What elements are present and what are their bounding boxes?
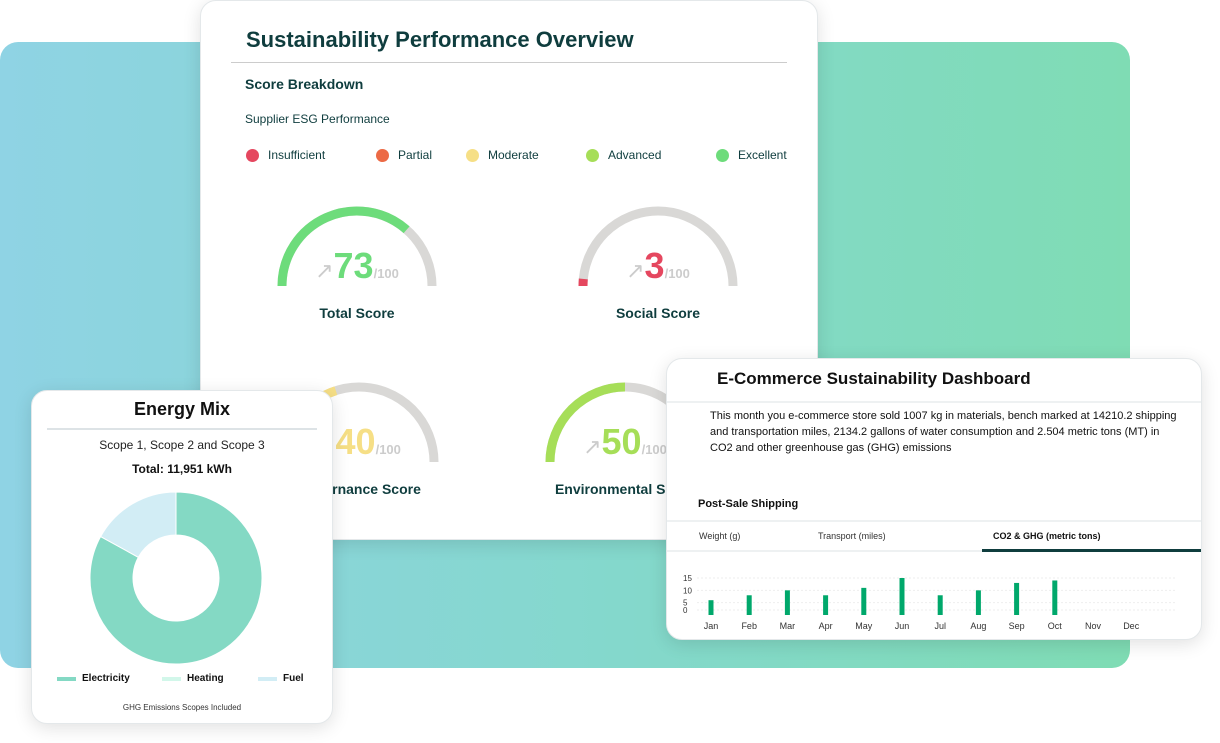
y-tick-label: 5: [683, 599, 688, 608]
y-tick-label: 10: [683, 586, 692, 595]
y-tick-label: 0: [683, 606, 688, 615]
donut-slice-fuel: [99, 491, 177, 558]
ecommerce-title: E-Commerce Sustainability Dashboard: [717, 369, 1031, 388]
score-number: 73: [333, 245, 374, 286]
score-number: 3: [644, 245, 665, 286]
legend-label: Moderate: [488, 148, 539, 162]
legend-label: Insufficient: [268, 148, 326, 162]
trend-arrow-icon: ↗: [583, 434, 602, 459]
x-tick-label: Oct: [1048, 621, 1063, 631]
overview-title: Sustainability Performance Overview: [246, 27, 634, 52]
tab-transport[interactable]: Transport (miles): [818, 531, 886, 541]
social-score-label: Social Score: [615, 305, 701, 321]
energy-subtitle: Scope 1, Scope 2 and Scope 3: [99, 438, 265, 452]
y-tick-label: 15: [683, 574, 692, 583]
score-max: /100: [641, 442, 667, 457]
legend-label: Excellent: [738, 148, 787, 162]
legend-swatch-icon: [57, 676, 76, 681]
legend-swatch-icon: [258, 676, 277, 681]
legend-item-moderate: Moderate: [466, 148, 539, 162]
x-tick-label: Nov: [1085, 621, 1102, 631]
ecommerce-dashboard-card: E-Commerce Sustainability Dashboard This…: [666, 358, 1202, 640]
divider: [667, 401, 1201, 403]
divider: [231, 62, 787, 63]
score-number: 40: [335, 421, 376, 462]
legend-label: Partial: [398, 148, 433, 162]
bar-jul: [937, 595, 943, 615]
energy-mix-card: Energy Mix Scope 1, Scope 2 and Scope 3 …: [31, 390, 333, 724]
x-tick-label: Jan: [704, 621, 719, 631]
energy-donut-chart: [89, 491, 263, 665]
energy-total: Total: 11,951 kWh: [132, 462, 232, 476]
environmental-score-value: ↗50/100: [535, 421, 715, 463]
donut-slice-electricity: [89, 491, 263, 665]
total-score-gauge: ↗73/100 Total Score: [267, 201, 447, 331]
bar-jun: [899, 578, 905, 615]
energy-legend-heating: Heating: [162, 673, 224, 684]
x-tick-label: Aug: [970, 621, 986, 631]
score-max: /100: [664, 266, 690, 281]
bar-jan: [708, 600, 714, 615]
active-tab-indicator: [982, 549, 1201, 552]
legend-label: Heating: [187, 673, 224, 684]
x-tick-label: Apr: [819, 621, 833, 631]
x-tick-label: Dec: [1123, 621, 1140, 631]
gauge-fill: [277, 206, 410, 287]
trend-arrow-icon: ↗: [626, 258, 645, 283]
legend-item-partial: Partial: [376, 148, 432, 162]
environmental-score-label: Environmental Score: [554, 481, 696, 497]
score-max: /100: [373, 266, 399, 281]
bar-oct: [1052, 580, 1058, 615]
legend-dot-icon: [246, 148, 259, 162]
bar-may: [861, 587, 867, 615]
bar-sep: [1014, 582, 1020, 615]
gauge-track: [578, 206, 738, 287]
score-breakdown-heading: Score Breakdown: [245, 76, 364, 92]
legend-item-excellent: Excellent: [716, 148, 787, 162]
co2-bar-chart: 05 10 15 Jan Feb Mar Apr May Jun Jul Aug Sep Oct Nov D…: [683, 574, 1177, 631]
bar-apr: [823, 595, 829, 615]
bar-feb: [746, 595, 752, 615]
energy-footer: GHG Emissions Scopes Included: [122, 703, 242, 712]
gauge-fill: [545, 382, 626, 463]
energy-mix-title: Energy Mix: [133, 399, 231, 419]
score-number: 50: [601, 421, 642, 462]
bar-mar: [784, 590, 790, 615]
score-max: /100: [375, 442, 401, 457]
legend-item-advanced: Advanced: [586, 148, 661, 162]
ecommerce-description: This month you e-commerce store sold 100…: [710, 410, 1177, 454]
legend-label: Electricity: [82, 673, 130, 684]
legend-item-insufficient: Insufficient: [246, 148, 325, 162]
x-tick-label: Jul: [934, 621, 946, 631]
tab-co2-ghg[interactable]: CO2 & GHG (metric tons): [993, 531, 1101, 541]
social-score-gauge: ↗3/100 Social Score: [568, 201, 748, 331]
shipping-tabs: Weight (g) Transport (miles) CO2 & GHG (…: [667, 520, 1201, 552]
legend-dot-icon: [586, 148, 599, 162]
tab-weight[interactable]: Weight (g): [699, 531, 741, 541]
legend-dot-icon: [376, 148, 389, 162]
energy-legend-fuel: Fuel: [258, 673, 304, 684]
x-tick-label: Mar: [780, 621, 796, 631]
divider: [47, 428, 317, 430]
x-tick-label: May: [855, 621, 873, 631]
legend-dot-icon: [466, 148, 479, 162]
legend-label: Advanced: [608, 148, 662, 162]
social-score-value: ↗3/100: [568, 245, 748, 287]
total-score-label: Total Score: [319, 305, 395, 321]
x-tick-label: Jun: [895, 621, 910, 631]
x-tick-label: Feb: [741, 621, 757, 631]
legend-label: Fuel: [283, 673, 304, 684]
energy-legend-electricity: Electricity: [57, 673, 130, 684]
supplier-esg-subtitle: Supplier ESG Performance: [245, 112, 390, 126]
trend-arrow-icon: ↗: [315, 258, 334, 283]
bar-aug: [975, 590, 981, 615]
legend-swatch-icon: [162, 676, 181, 681]
total-score-value: ↗73/100: [267, 245, 447, 287]
x-tick-label: Sep: [1009, 621, 1025, 631]
post-sale-shipping-heading: Post-Sale Shipping: [698, 498, 799, 510]
legend-dot-icon: [716, 148, 729, 162]
